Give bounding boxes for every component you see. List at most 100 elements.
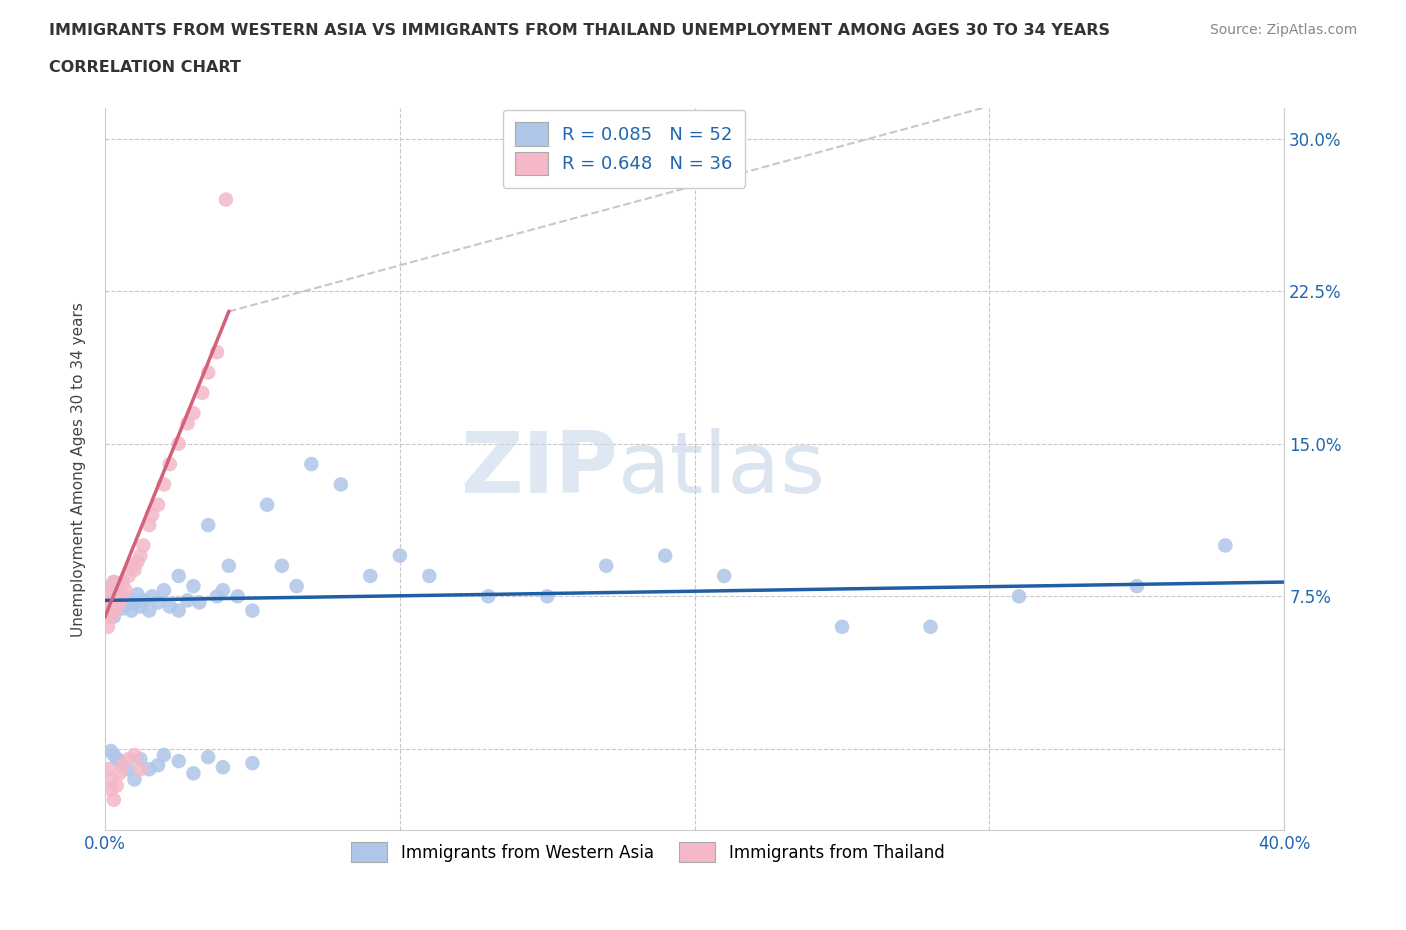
Text: atlas: atlas (619, 428, 825, 511)
Point (103, 575, 125, 590)
Point (108, 578, 131, 593)
Point (167, 436, 190, 451)
Point (153, 583, 176, 598)
Point (713, 568, 735, 583)
Point (159, 457, 181, 472)
Point (103, 604, 125, 618)
Point (108, 595, 131, 610)
Point (117, 762, 139, 777)
Point (97, 619, 120, 634)
Point (920, 619, 942, 634)
Point (105, 778, 128, 793)
Point (191, 385, 214, 400)
Point (121, 604, 143, 618)
Point (285, 578, 308, 593)
Point (359, 568, 381, 583)
Point (1215, 538, 1237, 552)
Point (212, 583, 235, 598)
Point (141, 508, 163, 523)
Point (197, 750, 219, 764)
Point (97, 762, 120, 777)
Point (270, 558, 292, 573)
Point (183, 578, 205, 593)
Point (97, 604, 120, 618)
Point (111, 601, 134, 616)
Point (477, 589, 499, 604)
Point (654, 548, 676, 563)
Point (242, 756, 264, 771)
Point (183, 405, 205, 420)
Point (138, 604, 160, 618)
Point (94, 609, 117, 624)
Point (205, 345, 228, 360)
Point (127, 587, 149, 602)
Point (114, 597, 136, 612)
Point (103, 792, 125, 807)
Point (176, 416, 198, 431)
Text: ZIP: ZIP (460, 428, 619, 511)
Point (127, 554, 149, 569)
Point (1126, 578, 1149, 593)
Point (159, 599, 181, 614)
Point (117, 751, 139, 766)
Point (100, 595, 122, 610)
Point (256, 498, 278, 512)
Point (129, 762, 152, 777)
Point (103, 575, 125, 590)
Point (105, 599, 128, 614)
Point (111, 758, 134, 773)
Point (103, 609, 125, 624)
Point (100, 578, 122, 593)
Point (100, 609, 122, 624)
Point (124, 772, 146, 787)
Point (215, 193, 238, 207)
Point (595, 558, 617, 573)
Point (100, 743, 122, 758)
Point (111, 758, 134, 773)
Point (105, 751, 128, 766)
Text: CORRELATION CHART: CORRELATION CHART (49, 60, 240, 75)
Point (121, 558, 143, 573)
Point (167, 604, 190, 618)
Y-axis label: Unemployment Among Ages 30 to 34 years: Unemployment Among Ages 30 to 34 years (72, 301, 86, 636)
Point (176, 593, 198, 608)
Point (124, 563, 146, 578)
Point (205, 589, 228, 604)
Point (111, 575, 134, 590)
Point (129, 751, 152, 766)
Point (141, 589, 163, 604)
Legend: Immigrants from Western Asia, Immigrants from Thailand: Immigrants from Western Asia, Immigrants… (344, 835, 950, 869)
Point (108, 753, 131, 768)
Point (536, 589, 558, 604)
Point (103, 748, 125, 763)
Point (103, 591, 125, 605)
Point (153, 748, 176, 763)
Point (299, 457, 322, 472)
Point (105, 599, 128, 614)
Text: Source: ZipAtlas.com: Source: ZipAtlas.com (1209, 23, 1357, 37)
Point (105, 583, 128, 598)
Point (108, 766, 131, 781)
Point (100, 578, 122, 593)
Point (124, 595, 146, 610)
Point (100, 595, 122, 610)
Point (138, 518, 160, 533)
Point (329, 477, 352, 492)
Point (1008, 589, 1031, 604)
Point (94, 599, 117, 614)
Point (117, 568, 139, 583)
Point (97, 604, 120, 618)
Point (132, 593, 155, 608)
Point (218, 558, 240, 573)
Point (124, 748, 146, 763)
Point (388, 548, 411, 563)
Point (212, 760, 235, 775)
Point (242, 604, 264, 618)
Point (197, 518, 219, 533)
Point (100, 782, 122, 797)
Point (153, 477, 176, 492)
Point (167, 568, 190, 583)
Point (146, 758, 169, 773)
Point (132, 538, 155, 552)
Point (114, 583, 136, 598)
